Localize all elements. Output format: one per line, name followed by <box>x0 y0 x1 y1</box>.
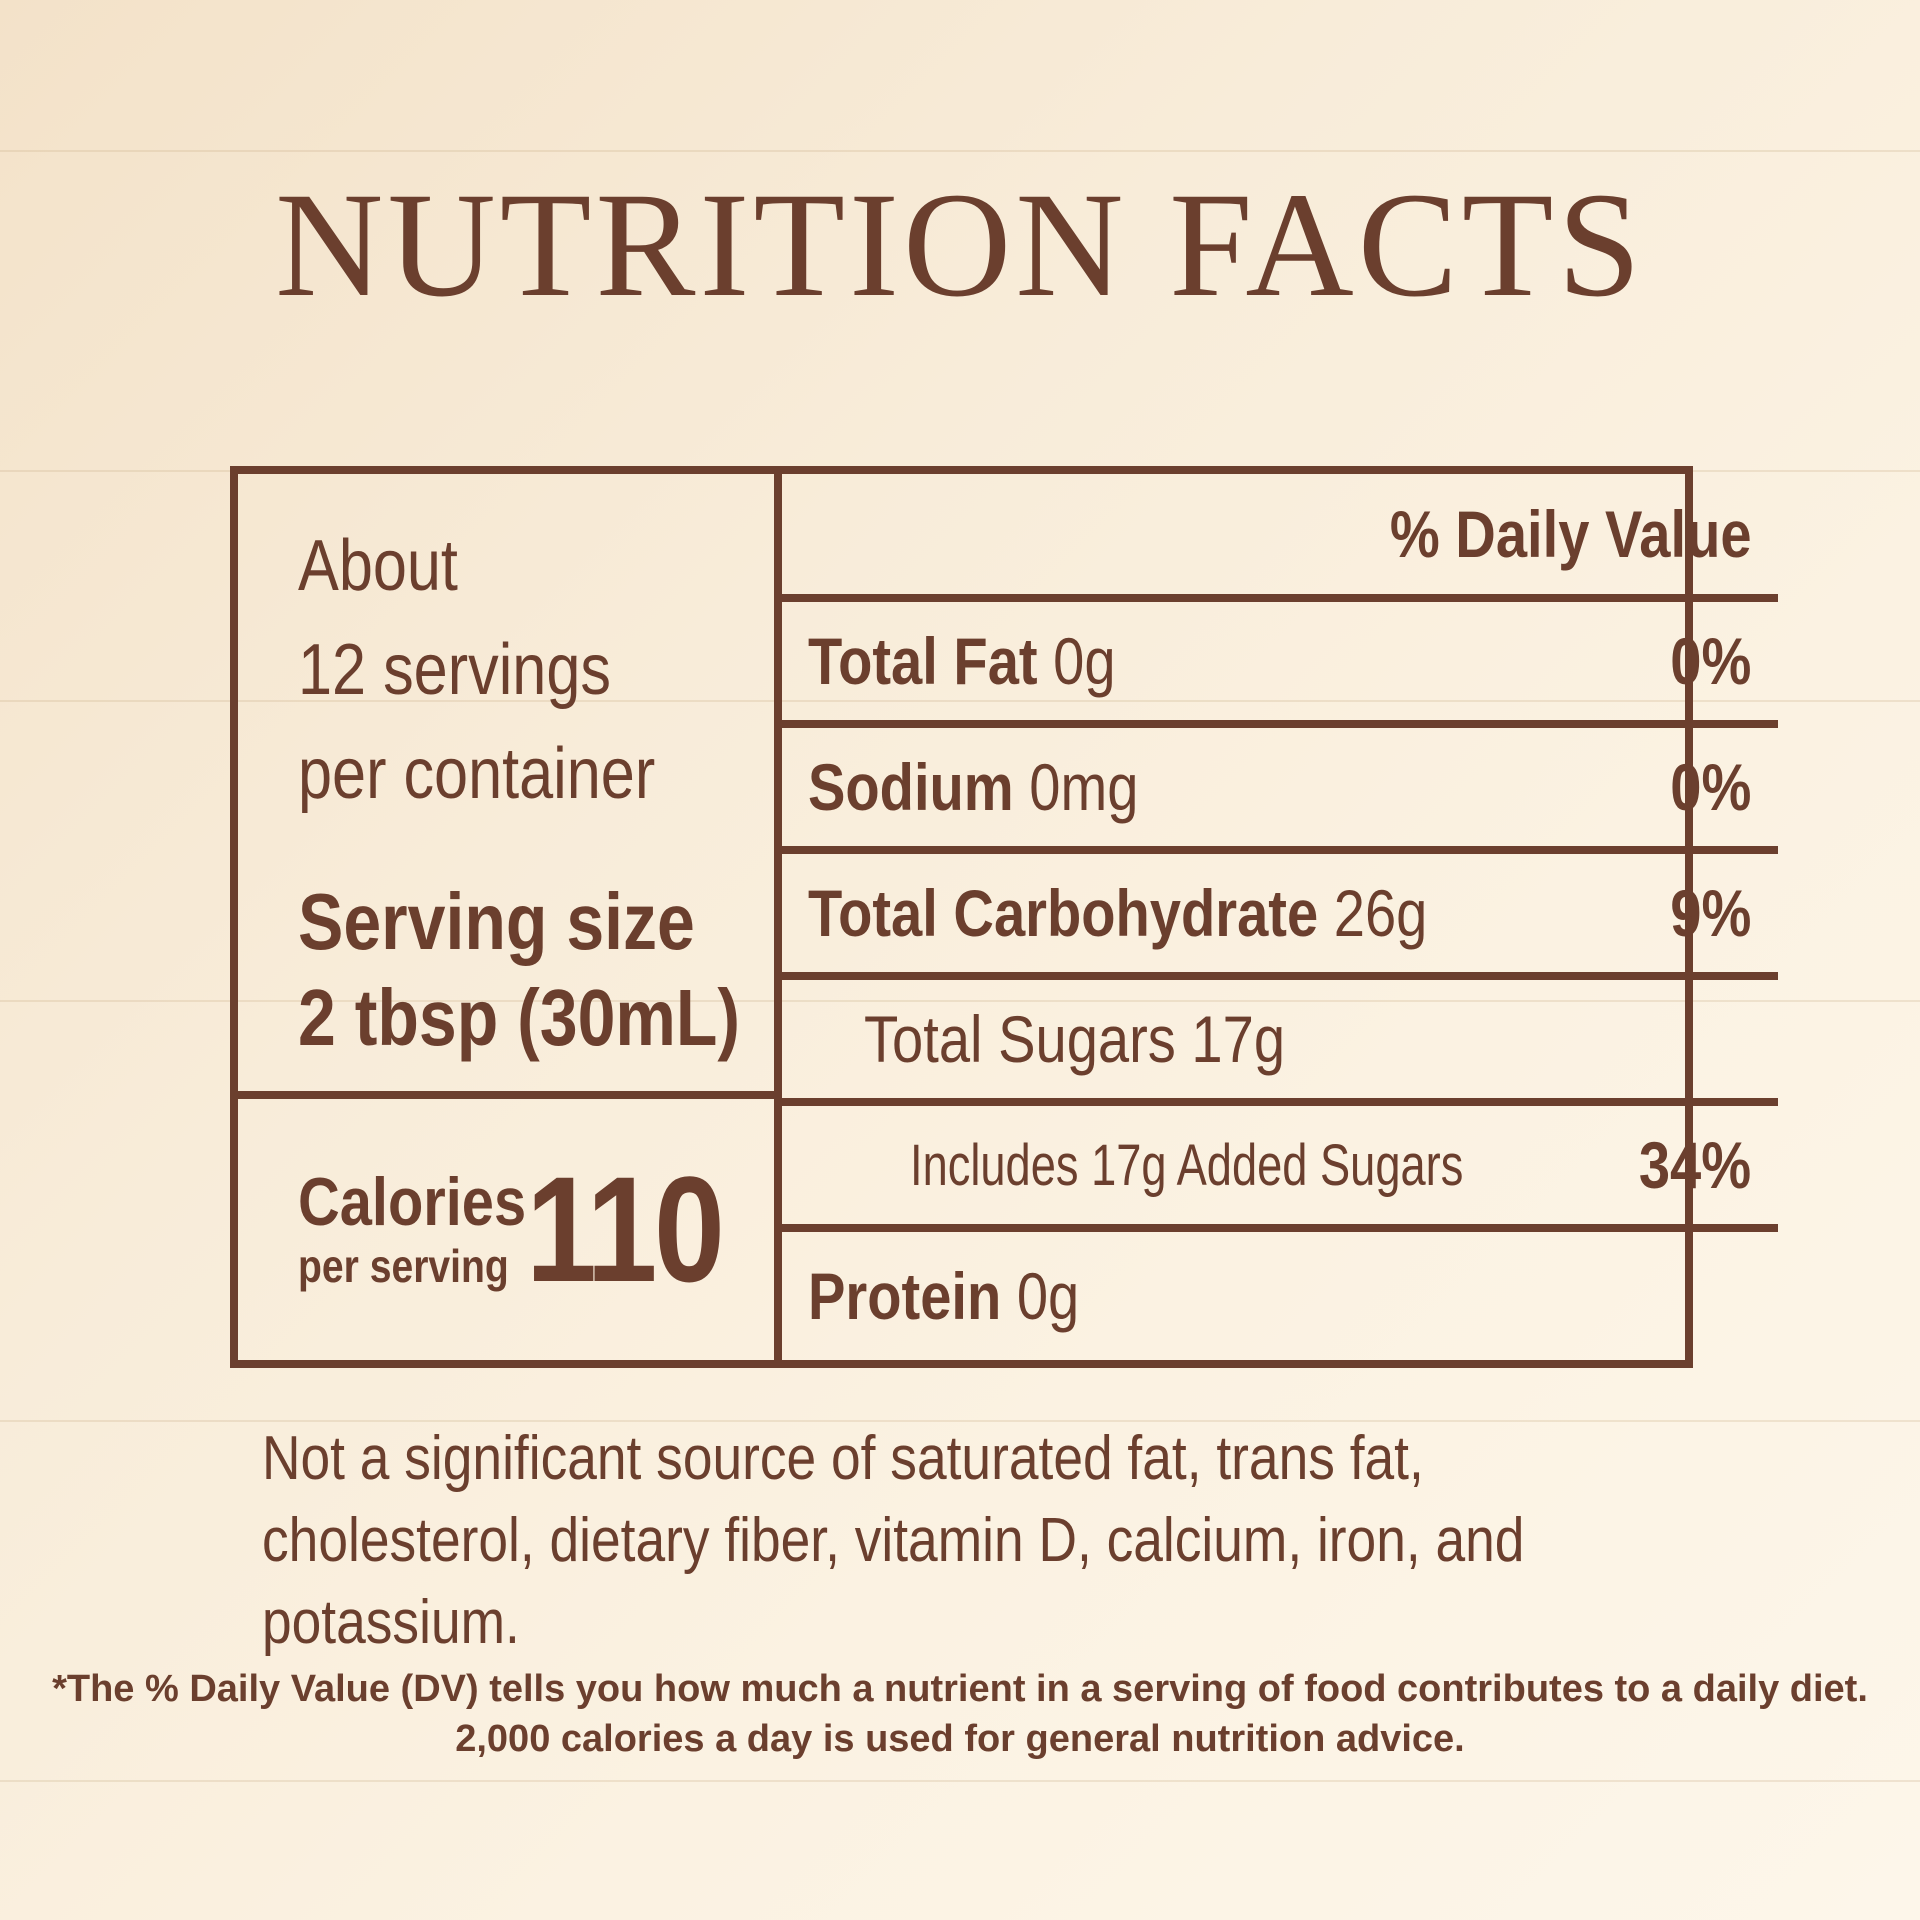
nutrient-row-sodium: Sodium 0mg 0% <box>782 728 1778 854</box>
calories-value: 110 <box>526 1145 725 1313</box>
nutrient-column: % Daily Value Total Fat 0g 0% Sodium 0mg… <box>782 474 1778 1360</box>
nutrient-label: Protein 0g <box>808 1258 1079 1334</box>
not-significant-statement: Not a significant source of saturated fa… <box>262 1424 1525 1657</box>
nutrient-row-total-sugars: Total Sugars 17g <box>782 980 1778 1106</box>
wood-grain <box>0 700 1920 702</box>
nutrient-amount: 0g <box>1053 624 1116 698</box>
servings-line-2: 12 servings <box>298 630 611 710</box>
wood-grain <box>0 1780 1920 1782</box>
calories-sublabel: per serving <box>298 1239 509 1292</box>
daily-value-header: % Daily Value <box>1389 497 1752 571</box>
nutrient-row-added-sugars: Includes 17g Added Sugars 34% <box>782 1106 1778 1232</box>
nutrient-label: Sodium 0mg <box>808 749 1138 825</box>
servings-line-3: per container <box>298 734 656 814</box>
nutrient-label: Total Sugars 17g <box>864 1002 1286 1076</box>
nutrient-name: Total Fat <box>808 624 1038 698</box>
nutrient-name: Sodium <box>808 750 1014 824</box>
page-title: NUTRITION FACTS <box>275 162 1645 328</box>
daily-value-footnote: *The % Daily Value (DV) tells you how mu… <box>52 1668 1868 1760</box>
nutrient-label: Total Fat 0g <box>808 623 1116 699</box>
wood-grain <box>0 1420 1920 1422</box>
nutrient-dv: 0% <box>1670 750 1752 824</box>
nutrient-amount: 0g <box>1016 1259 1080 1333</box>
nutrient-label: Total Carbohydrate 26g <box>808 875 1427 951</box>
nutrient-name: Protein <box>808 1259 1002 1333</box>
wood-grain <box>0 150 1920 152</box>
serving-size-value: 2 tbsp (30mL) <box>298 973 741 1062</box>
calories-box: Calories per serving 110 <box>238 1099 774 1360</box>
wood-grain <box>0 1000 1920 1002</box>
servings-line-1: About <box>298 526 458 606</box>
nutrient-dv: 34% <box>1639 1128 1752 1202</box>
nutrient-name: Total Carbohydrate <box>808 876 1319 950</box>
nutrient-row-total-carbohydrate: Total Carbohydrate 26g 9% <box>782 854 1778 980</box>
serving-size-label: Serving size <box>298 877 695 966</box>
calories-label: Calories <box>298 1163 527 1240</box>
nutrient-amount: 26g <box>1333 876 1428 950</box>
nutrient-amount: 0mg <box>1029 750 1139 824</box>
calories-label-group: Calories per serving <box>298 1166 526 1294</box>
nutrient-row-total-fat: Total Fat 0g 0% <box>782 602 1778 728</box>
nutrient-row-protein: Protein 0g <box>782 1232 1778 1360</box>
nutrient-dv: 0% <box>1670 624 1752 698</box>
nutrient-label: Includes 17g Added Sugars <box>910 1132 1464 1198</box>
serving-info: About 12 servings per container Serving … <box>238 474 774 1099</box>
nutrition-panel: About 12 servings per container Serving … <box>230 466 1778 1368</box>
nutrient-dv: 9% <box>1670 876 1752 950</box>
daily-value-header-row: % Daily Value <box>782 474 1778 602</box>
serving-column: About 12 servings per container Serving … <box>238 474 782 1360</box>
